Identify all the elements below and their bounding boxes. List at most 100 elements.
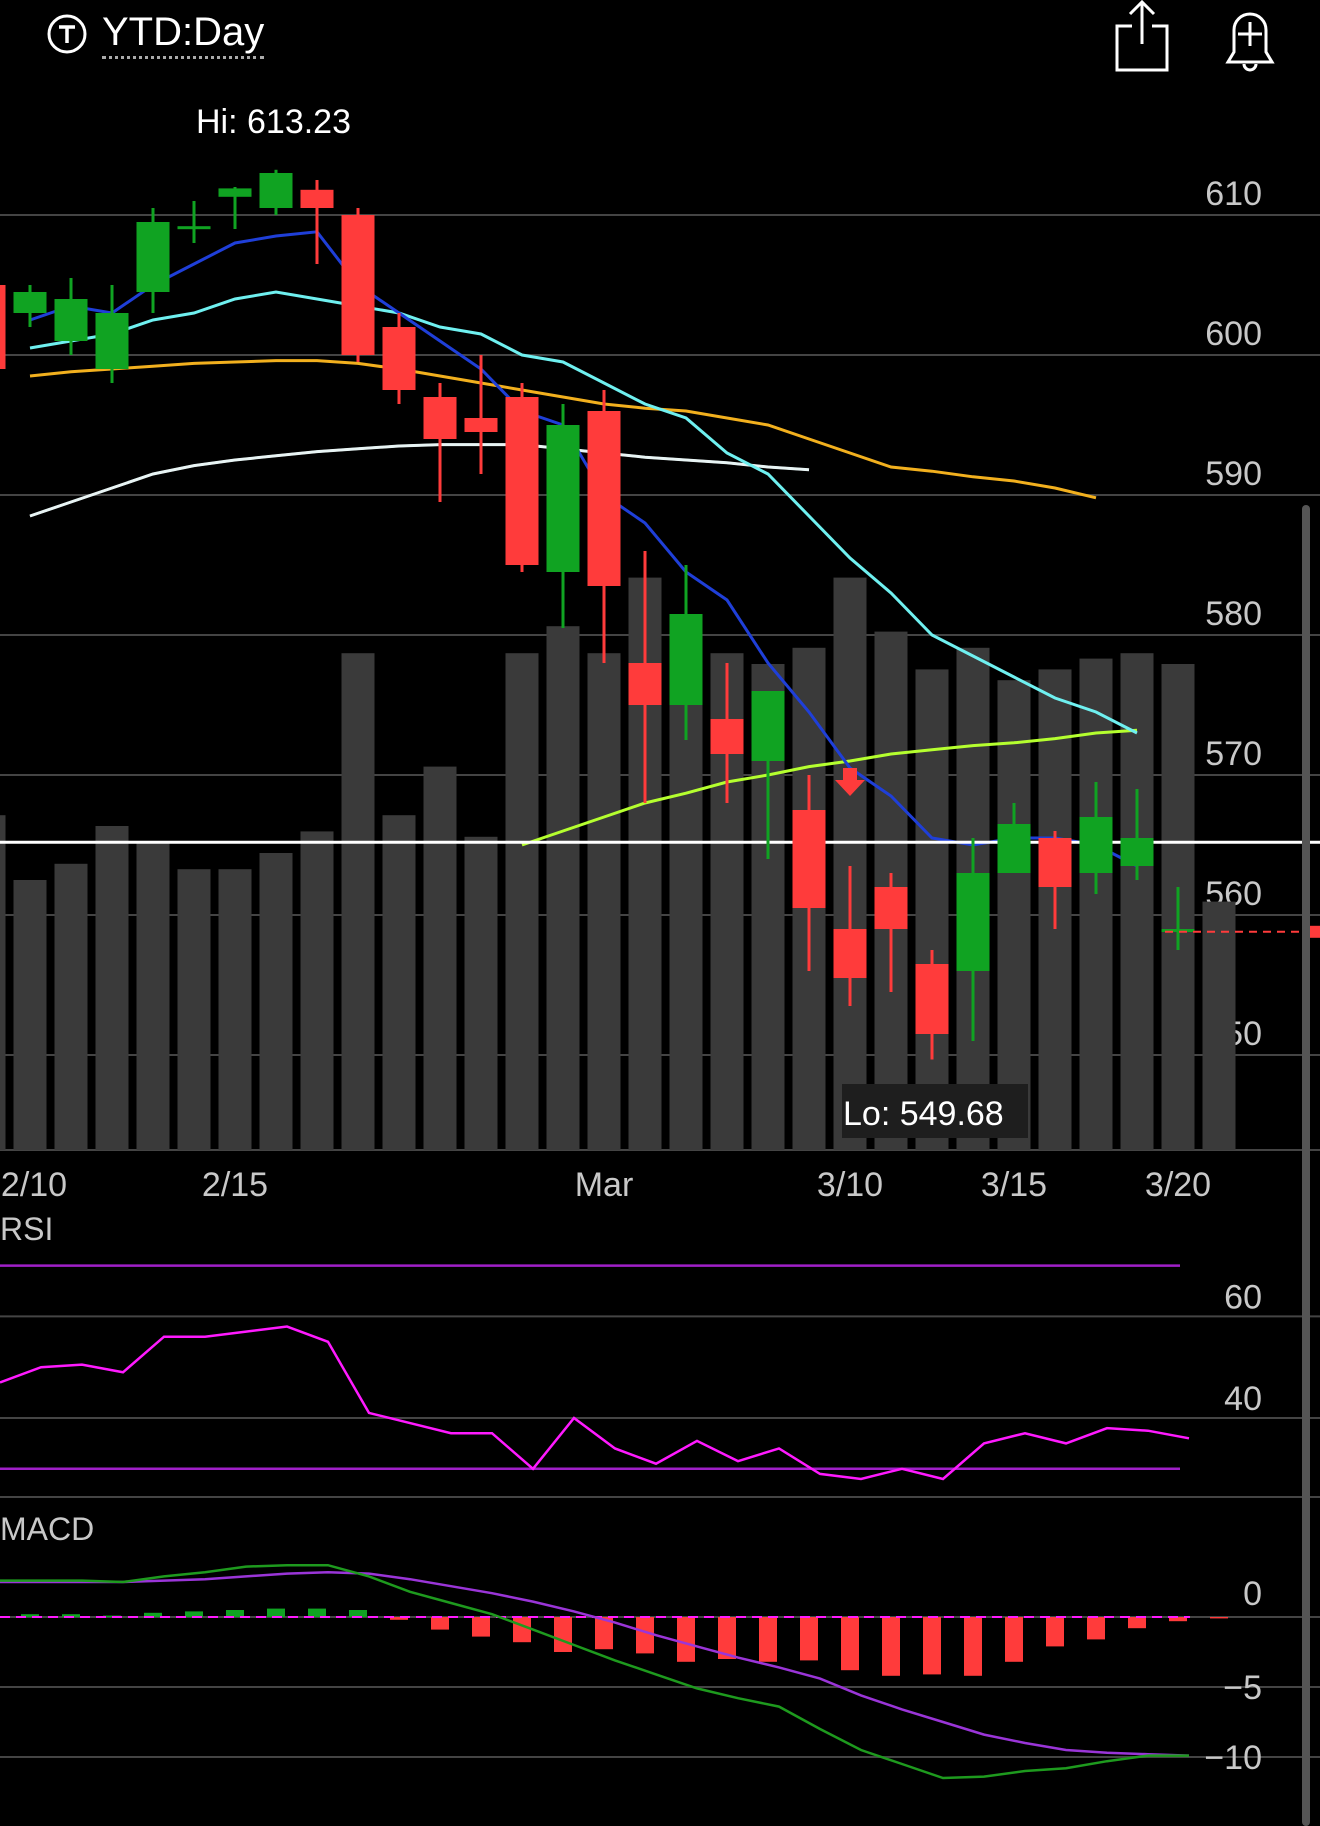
ma-green-line: [521, 728, 1138, 847]
ma-white-line: [29, 443, 810, 518]
candle-body: [751, 691, 785, 761]
volume-bar: [259, 853, 293, 1150]
candle-body: [423, 397, 457, 439]
volume-bar: [915, 669, 949, 1150]
volume-bar: [382, 815, 416, 1150]
candle-body: [915, 964, 949, 1034]
sell-signal-arrow: [835, 768, 865, 796]
period-selector[interactable]: YTD:Day: [46, 8, 265, 60]
macd-tick-label: −10: [1204, 1739, 1262, 1777]
volume-bar: [587, 653, 621, 1150]
high-price-label: Hi: 613.23: [196, 103, 351, 141]
date-axis-label: 3/20: [1145, 1166, 1211, 1204]
macd-histogram-bar: [472, 1617, 490, 1637]
date-axis-label: 2/10: [1, 1166, 67, 1204]
candle-body: [95, 313, 129, 369]
macd-line: [0, 1563, 1189, 1780]
macd-histogram-bar: [841, 1617, 859, 1671]
candle-body: [997, 824, 1031, 873]
volume-bar: [546, 626, 580, 1150]
macd-histogram-bar: [1210, 1617, 1228, 1619]
volume-bar: [997, 680, 1031, 1150]
volume-bar: [95, 826, 129, 1150]
candle-body: [1038, 838, 1072, 887]
macd-histogram-bar: [595, 1617, 613, 1650]
volume-bar: [218, 869, 252, 1150]
volume-bar: [1079, 658, 1113, 1150]
candle-body: [13, 292, 47, 313]
price-tick-label: 570: [1205, 735, 1262, 773]
share-icon[interactable]: [1112, 0, 1172, 72]
volume-bar: [54, 863, 88, 1150]
period-label: YTD:Day: [102, 10, 265, 59]
macd-histogram-bar: [1128, 1617, 1146, 1629]
volume-bar: [464, 836, 498, 1150]
chart-scrollbar[interactable]: [1302, 505, 1310, 1826]
price-tick-label: 580: [1205, 595, 1262, 633]
macd-histogram-bar: [923, 1617, 941, 1675]
add-alert-bell-icon[interactable]: [1218, 0, 1282, 72]
chart-header: YTD:Day: [0, 0, 1320, 72]
macd-histogram-bar: [1005, 1617, 1023, 1662]
volume-bar: [341, 653, 375, 1150]
candle-body: [505, 397, 539, 565]
volume-bar: [0, 815, 6, 1150]
volume-bar: [833, 577, 867, 1150]
ma-white-line-dup: [29, 443, 810, 518]
volume-bar: [423, 766, 457, 1150]
macd-histogram-bar: [349, 1610, 367, 1617]
macd-histogram-bar: [144, 1612, 162, 1617]
macd-panel-title: MACD: [0, 1511, 94, 1547]
rsi-line: [0, 1325, 1190, 1481]
volume-bar: [669, 674, 703, 1150]
candle-body: [1161, 929, 1195, 932]
candle-body: [300, 189, 334, 208]
macd-histogram-bar: [636, 1617, 654, 1654]
low-price-label: Lo: 549.68: [843, 1095, 1004, 1133]
candle-body: [833, 929, 867, 978]
volume-bar: [505, 653, 539, 1150]
candle-body: [669, 614, 703, 705]
candle-body: [1079, 817, 1113, 873]
candle-body: [587, 411, 621, 586]
candle-body: [546, 425, 580, 572]
rsi-tick-label: 60: [1224, 1278, 1262, 1316]
last-price-marker: [1308, 925, 1320, 938]
date-axis-label: 2/15: [202, 1166, 268, 1204]
price-tick-label: 600: [1205, 315, 1262, 353]
volume-bar: [13, 880, 47, 1150]
candle-body: [464, 418, 498, 432]
date-axis-label: 3/15: [981, 1166, 1047, 1204]
macd-histogram-bar: [718, 1617, 736, 1659]
macd-tick-label: −5: [1223, 1669, 1262, 1707]
candle-body: [710, 719, 744, 754]
macd-histogram-bar: [185, 1611, 203, 1617]
date-axis-label: 3/10: [817, 1166, 883, 1204]
price-tick-label: 610: [1205, 175, 1262, 213]
price-tick-label: 590: [1205, 455, 1262, 493]
macd-histogram-bar: [390, 1617, 408, 1620]
candle-body: [341, 215, 375, 355]
macd-histogram-bar: [267, 1608, 285, 1617]
macd-histogram-bar: [308, 1608, 326, 1617]
macd-histogram-bar: [677, 1617, 695, 1662]
macd-histogram-bar: [1169, 1617, 1187, 1622]
candle-body: [874, 887, 908, 929]
macd-histogram-bar: [964, 1617, 982, 1676]
candle-body: [218, 188, 252, 197]
volume-bar: [300, 831, 334, 1150]
candle-body: [136, 222, 170, 292]
rsi-tick-label: 40: [1224, 1380, 1262, 1418]
rsi-panel-title: RSI: [0, 1211, 53, 1247]
candle-body: [382, 327, 416, 390]
macd-tick-label: 0: [1243, 1575, 1262, 1613]
volume-bar: [1202, 901, 1236, 1150]
macd-histogram-bar: [554, 1617, 572, 1652]
macd-histogram-bar: [513, 1617, 531, 1643]
macd-histogram-bar: [759, 1617, 777, 1662]
macd-histogram-bar: [21, 1614, 39, 1617]
macd-histogram-bar: [226, 1610, 244, 1617]
macd-signal-line: [0, 1570, 1190, 1757]
candle-body: [54, 299, 88, 341]
